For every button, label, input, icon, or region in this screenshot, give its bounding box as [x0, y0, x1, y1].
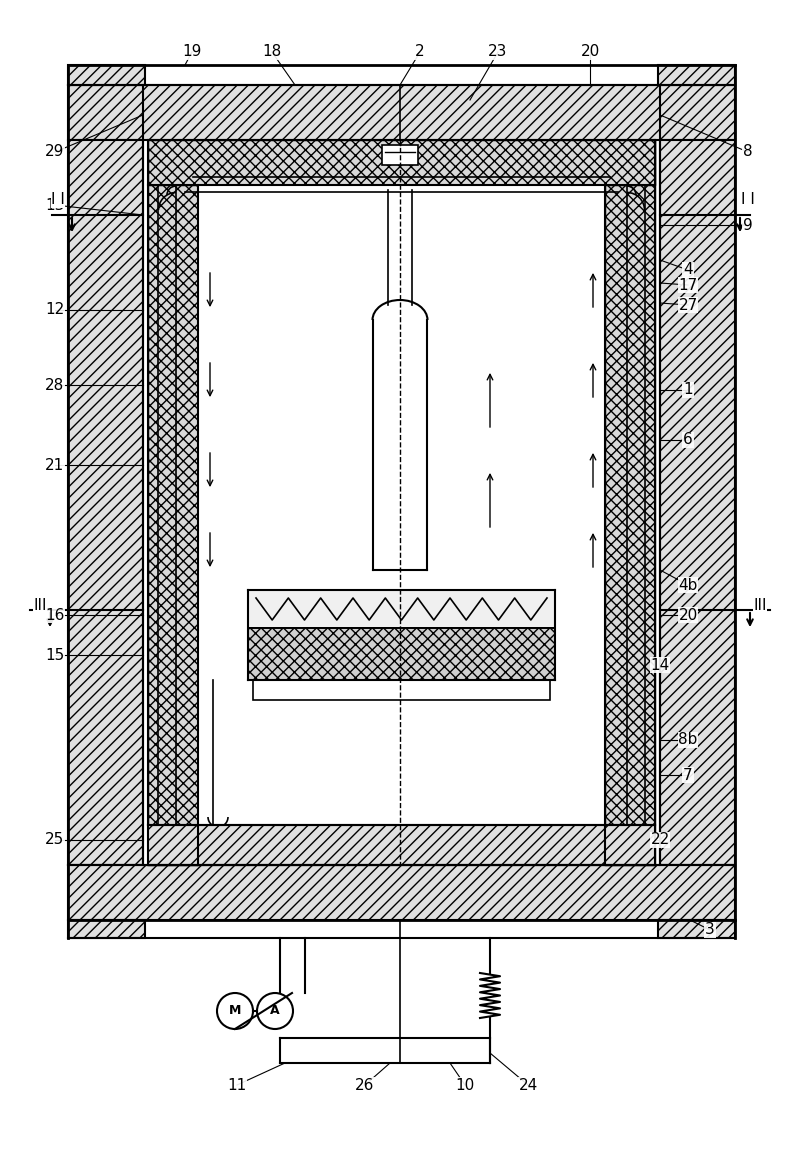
Text: 8: 8	[743, 144, 753, 159]
Text: 20: 20	[580, 45, 600, 60]
Bar	[68, 65, 145, 85]
Text: I I: I I	[51, 193, 65, 208]
Text: III: III	[34, 597, 46, 612]
Text: 12: 12	[46, 303, 65, 318]
Text: M: M	[229, 1005, 241, 1018]
Bar	[658, 921, 735, 938]
Bar	[253, 680, 550, 700]
Bar	[68, 140, 143, 865]
Text: 27: 27	[678, 298, 698, 313]
Text: 8b: 8b	[678, 732, 698, 747]
Text: 7: 7	[683, 768, 693, 782]
Text: 29: 29	[46, 144, 65, 159]
Text: 15: 15	[46, 648, 65, 663]
Text: I I: I I	[741, 193, 755, 208]
Circle shape	[257, 993, 293, 1029]
Bar	[660, 140, 735, 865]
Bar	[148, 825, 655, 865]
Text: 20: 20	[678, 608, 698, 623]
Text: A: A	[270, 1005, 280, 1018]
Bar	[148, 140, 655, 185]
Text: 10: 10	[455, 1078, 474, 1093]
Bar	[148, 825, 655, 865]
Bar	[68, 921, 145, 938]
Text: 13: 13	[46, 198, 65, 213]
Bar	[198, 185, 605, 825]
Text: 1: 1	[683, 382, 693, 397]
Text: 26: 26	[355, 1078, 374, 1093]
Text: 4b: 4b	[678, 578, 698, 593]
Text: 4: 4	[683, 262, 693, 277]
Text: 3: 3	[705, 923, 715, 938]
Text: 19: 19	[182, 45, 202, 60]
Text: 6: 6	[683, 432, 693, 447]
Bar	[68, 85, 735, 140]
Bar	[658, 65, 735, 85]
Text: 14: 14	[650, 657, 670, 672]
Text: 21: 21	[46, 457, 65, 472]
Bar	[248, 590, 555, 628]
Circle shape	[217, 993, 253, 1029]
Text: 22: 22	[650, 833, 670, 848]
Text: 24: 24	[518, 1078, 538, 1093]
Bar	[248, 628, 555, 680]
Text: III: III	[754, 597, 766, 612]
Text: 16: 16	[46, 608, 65, 623]
Text: 11: 11	[227, 1078, 246, 1093]
Text: 23: 23	[488, 45, 508, 60]
Text: 2: 2	[415, 45, 425, 60]
Text: 17: 17	[678, 277, 698, 292]
Text: 25: 25	[46, 833, 65, 848]
Bar	[148, 140, 198, 865]
Text: 9: 9	[743, 217, 753, 232]
Text: 18: 18	[262, 45, 282, 60]
Bar	[382, 146, 418, 165]
Bar	[68, 865, 735, 921]
Bar	[605, 140, 655, 865]
Text: 28: 28	[46, 378, 65, 393]
